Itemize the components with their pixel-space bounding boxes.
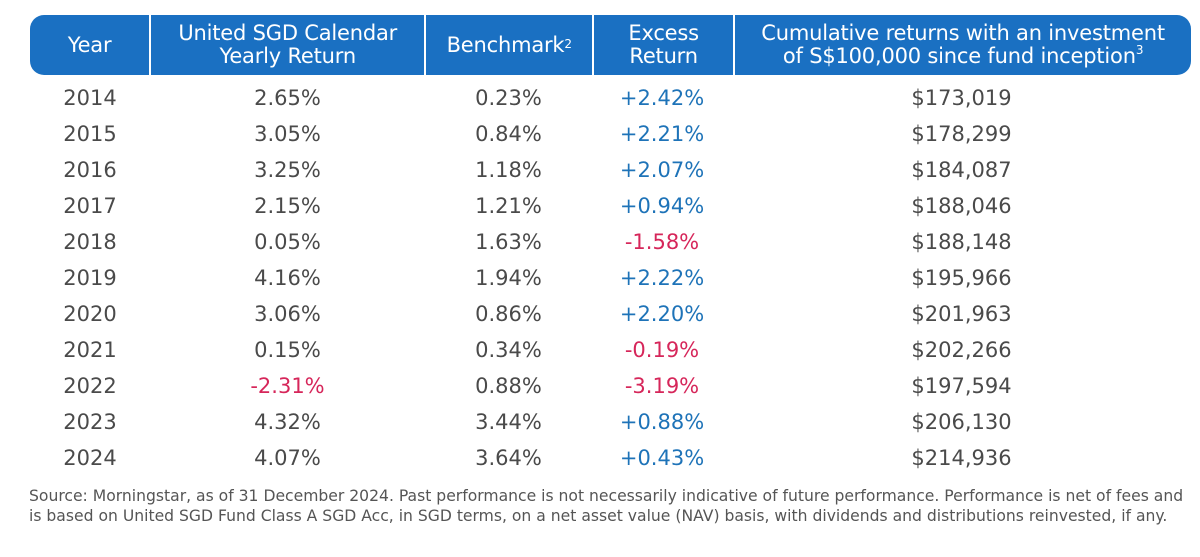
cell-benchmark: 0.23% — [475, 86, 542, 110]
cell-benchmark: 1.21% — [475, 194, 542, 218]
cell-cumulative: $188,148 — [911, 230, 1012, 254]
header-year-label: Year — [67, 32, 112, 57]
cell-excess-return: -3.19% — [624, 374, 700, 398]
header-year: Year — [30, 15, 149, 75]
header-yearly-return-line1: United SGD Calendar — [178, 21, 398, 45]
header-excess-line2: Return — [629, 44, 698, 68]
cell-cumulative: $184,087 — [911, 158, 1012, 182]
cell-year: 2022 — [63, 374, 117, 398]
cell-cumulative: $178,299 — [911, 122, 1012, 146]
table-row: 2019 4.16% 1.94% +2.22% $195,966 — [30, 260, 1191, 296]
cell-fund-return: 0.15% — [254, 338, 321, 362]
cell-benchmark: 1.18% — [475, 158, 542, 182]
cell-benchmark: 0.88% — [475, 374, 542, 398]
cell-fund-return: 4.32% — [254, 410, 321, 434]
performance-table: Year United SGD Calendar Yearly Return B… — [30, 15, 1191, 476]
table-row: 2016 3.25% 1.18% +2.07% $184,087 — [30, 152, 1191, 188]
table-row: 2023 4.32% 3.44% +0.88% $206,130 — [30, 404, 1191, 440]
header-cumulative-footnote-mark: 3 — [1135, 43, 1144, 57]
cell-excess-return: -1.58% — [624, 230, 700, 254]
source-footnote: Source: Morningstar, as of 31 December 2… — [29, 487, 1184, 525]
cell-fund-return: 4.07% — [254, 446, 321, 470]
table-row: 2018 0.05% 1.63% -1.58% $188,148 — [30, 224, 1191, 260]
header-yearly-return-line2: Yearly Return — [219, 44, 356, 68]
header-cumulative-returns: Cumulative returns with an investment of… — [733, 15, 1191, 75]
cell-year: 2015 — [63, 122, 117, 146]
cell-year: 2020 — [63, 302, 117, 326]
cell-cumulative: $201,963 — [911, 302, 1012, 326]
table-row: 2015 3.05% 0.84% +2.21% $178,299 — [30, 116, 1191, 152]
cell-benchmark: 0.84% — [475, 122, 542, 146]
cell-fund-return: 2.15% — [254, 194, 321, 218]
cell-fund-return: 3.05% — [254, 122, 321, 146]
cell-year: 2024 — [63, 446, 117, 470]
cell-benchmark: 0.86% — [475, 302, 542, 326]
cell-excess-return: +2.07% — [619, 158, 705, 182]
cell-excess-return: +2.21% — [619, 122, 705, 146]
header-excess-return: Excess Return — [592, 15, 733, 75]
cell-fund-return: -2.31% — [250, 374, 325, 398]
cell-cumulative: $214,936 — [911, 446, 1012, 470]
cell-year: 2016 — [63, 158, 117, 182]
cell-excess-return: +2.22% — [619, 266, 705, 290]
cell-excess-return: -0.19% — [624, 338, 700, 362]
table-row: 2020 3.06% 0.86% +2.20% $201,963 — [30, 296, 1191, 332]
header-benchmark-label: Benchmark — [446, 32, 565, 57]
header-yearly-return: United SGD Calendar Yearly Return — [149, 15, 424, 75]
table-body: 2014 2.65% 0.23% +2.42% $173,019 2015 3.05% 0.8… — [30, 80, 1191, 476]
cell-excess-return: +0.88% — [619, 410, 705, 434]
table-row: 2024 4.07% 3.64% +0.43% $214,936 — [30, 440, 1191, 476]
table-header: Year United SGD Calendar Yearly Return B… — [30, 15, 1191, 75]
cell-cumulative: $197,594 — [911, 374, 1012, 398]
cell-fund-return: 4.16% — [254, 266, 321, 290]
cell-excess-return: +2.20% — [619, 302, 705, 326]
cell-year: 2021 — [63, 338, 117, 362]
cell-cumulative: $202,266 — [911, 338, 1012, 362]
header-cumulative-line1: Cumulative returns with an investment — [761, 21, 1165, 45]
cell-excess-return: +0.43% — [619, 446, 705, 470]
cell-benchmark: 3.64% — [475, 446, 542, 470]
cell-benchmark: 1.63% — [475, 230, 542, 254]
cell-fund-return: 2.65% — [254, 86, 321, 110]
cell-excess-return: +0.94% — [619, 194, 705, 218]
table-row: 2022 -2.31% 0.88% -3.19% $197,594 — [30, 368, 1191, 404]
header-benchmark: Benchmark 2 — [424, 15, 592, 75]
cell-cumulative: $206,130 — [911, 410, 1012, 434]
cell-cumulative: $173,019 — [911, 86, 1012, 110]
cell-excess-return: +2.42% — [619, 86, 705, 110]
cell-year: 2023 — [63, 410, 117, 434]
table-row: 2014 2.65% 0.23% +2.42% $173,019 — [30, 80, 1191, 116]
cell-year: 2017 — [63, 194, 117, 218]
cell-fund-return: 0.05% — [254, 230, 321, 254]
table-row: 2021 0.15% 0.34% -0.19% $202,266 — [30, 332, 1191, 368]
header-cumulative-line2: of S$100,000 since fund inception — [782, 44, 1136, 68]
cell-year: 2019 — [63, 266, 117, 290]
cell-year: 2018 — [63, 230, 117, 254]
cell-fund-return: 3.25% — [254, 158, 321, 182]
cell-cumulative: $195,966 — [911, 266, 1012, 290]
cell-year: 2014 — [63, 86, 117, 110]
table-row: 2017 2.15% 1.21% +0.94% $188,046 — [30, 188, 1191, 224]
header-excess-line1: Excess — [628, 21, 699, 45]
cell-fund-return: 3.06% — [254, 302, 321, 326]
cell-benchmark: 1.94% — [475, 266, 542, 290]
cell-benchmark: 3.44% — [475, 410, 542, 434]
cell-benchmark: 0.34% — [475, 338, 542, 362]
cell-cumulative: $188,046 — [911, 194, 1012, 218]
